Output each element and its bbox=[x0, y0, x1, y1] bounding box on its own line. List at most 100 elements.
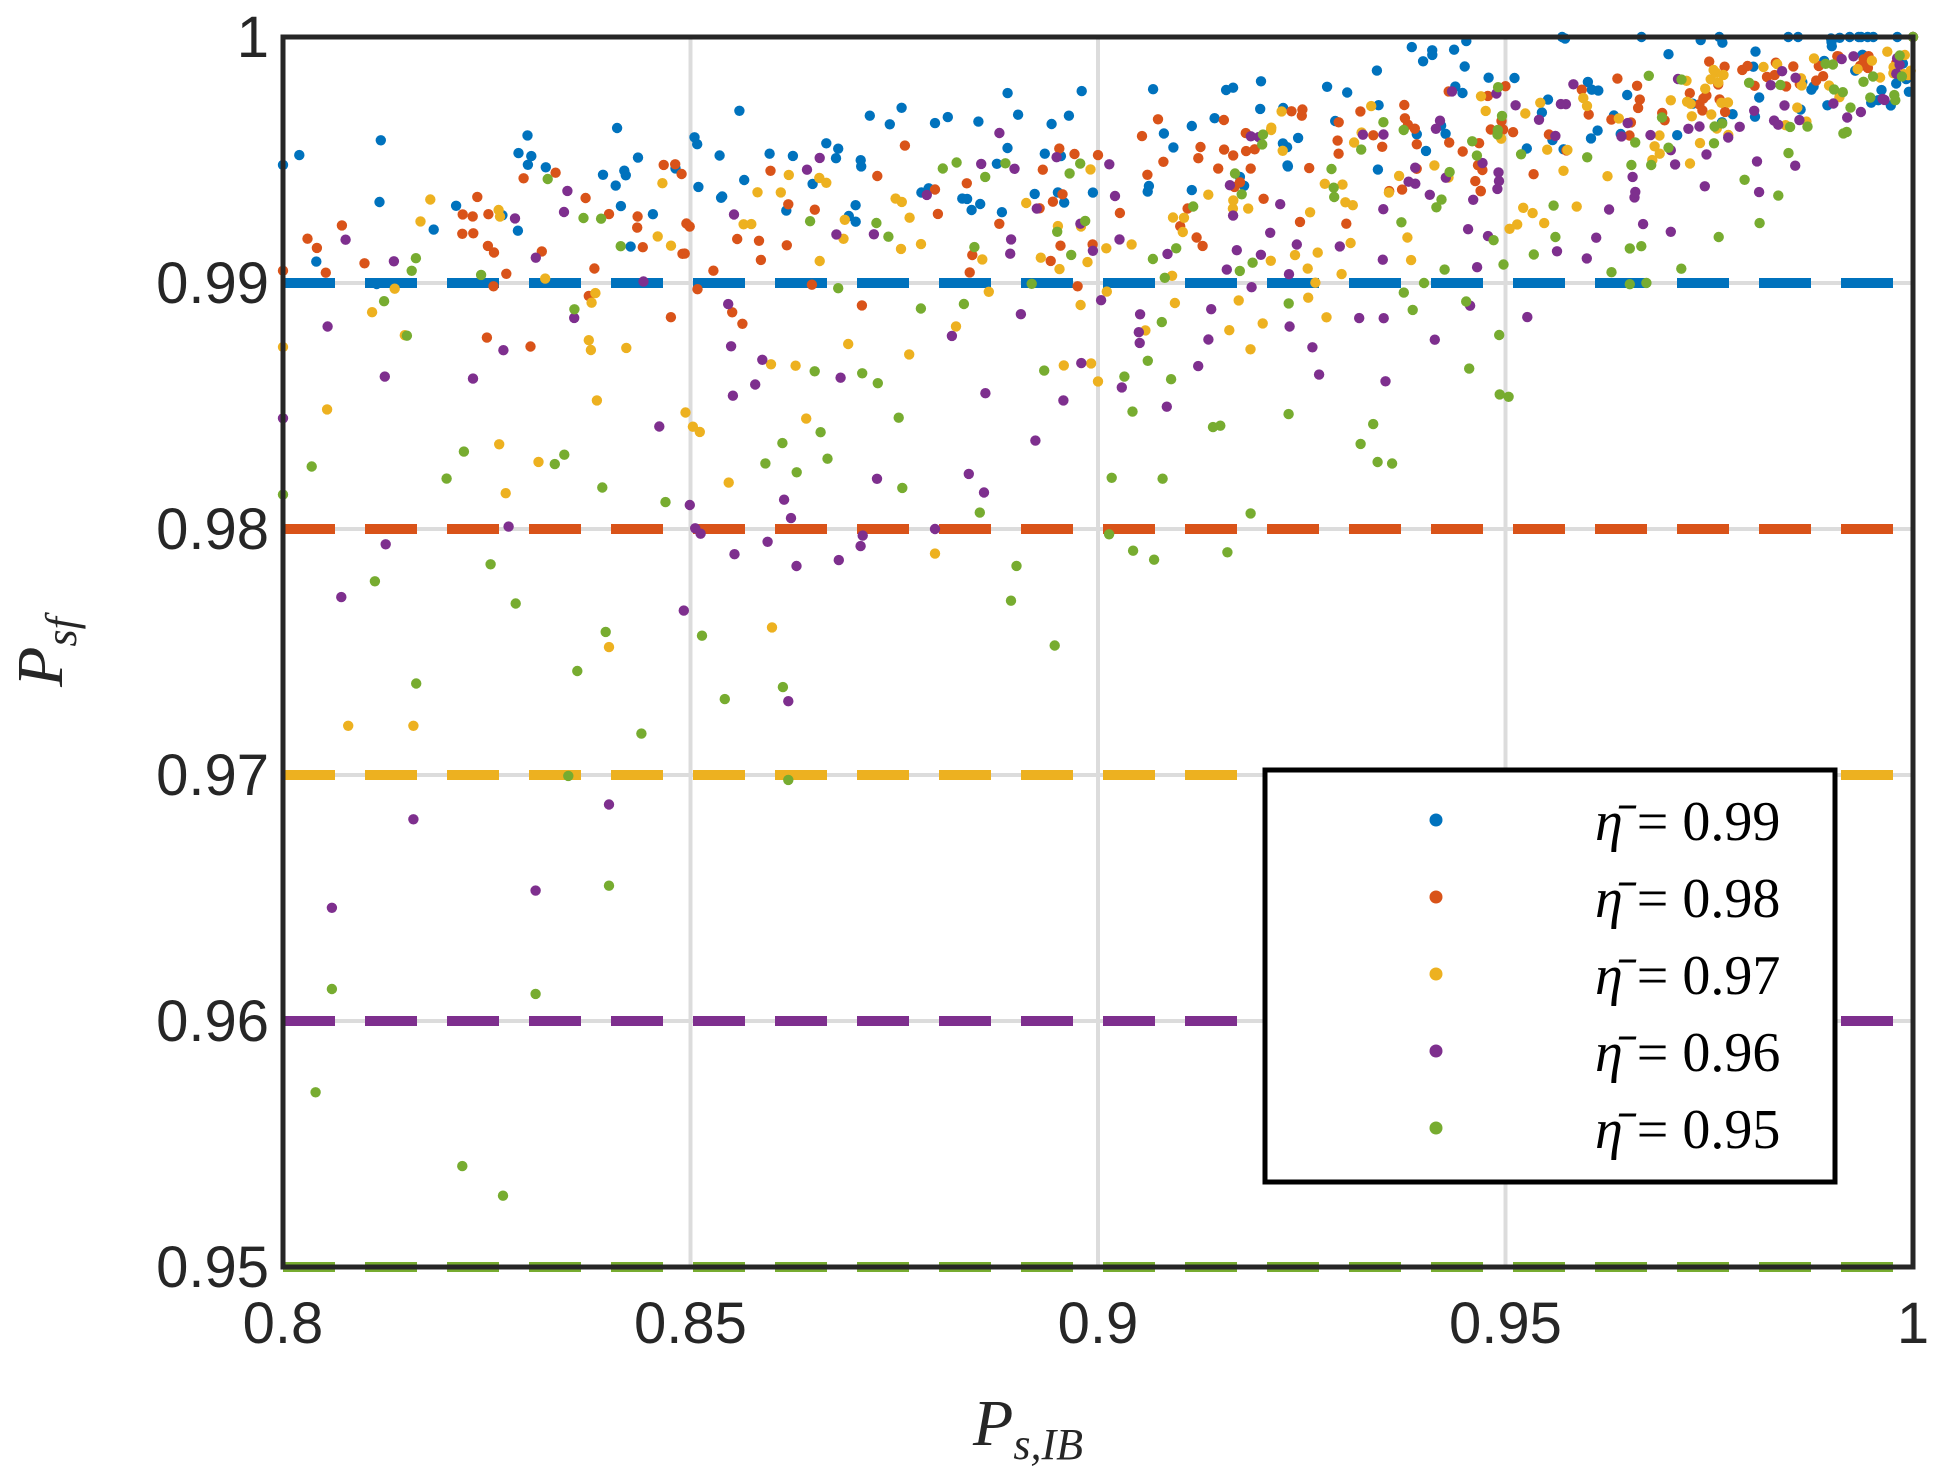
data-point bbox=[1697, 105, 1708, 116]
data-point bbox=[1686, 111, 1698, 122]
data-point bbox=[1109, 190, 1121, 202]
data-point bbox=[1434, 115, 1446, 126]
data-point bbox=[1464, 363, 1475, 374]
legend-value: = 0.97 bbox=[1637, 945, 1781, 1007]
data-point bbox=[1407, 304, 1418, 316]
data-point bbox=[336, 591, 347, 603]
data-point bbox=[1578, 92, 1589, 104]
data-point bbox=[843, 338, 854, 350]
data-point bbox=[415, 216, 426, 227]
data-point bbox=[558, 206, 570, 218]
data-point bbox=[897, 482, 908, 494]
data-point bbox=[1488, 235, 1499, 246]
data-point bbox=[791, 560, 802, 572]
data-point bbox=[1045, 255, 1056, 267]
data-point bbox=[1790, 160, 1801, 171]
data-point bbox=[1328, 182, 1339, 193]
data-point bbox=[498, 345, 509, 356]
data-point bbox=[1229, 168, 1241, 179]
data-point bbox=[1313, 369, 1325, 380]
data-point bbox=[714, 150, 725, 161]
data-point bbox=[488, 247, 500, 258]
data-point bbox=[1095, 295, 1107, 306]
data-point bbox=[1750, 46, 1761, 57]
data-point bbox=[719, 693, 730, 705]
data-point bbox=[1858, 76, 1869, 88]
data-point bbox=[728, 209, 740, 220]
data-point bbox=[734, 105, 745, 117]
data-point bbox=[1231, 245, 1243, 256]
data-point bbox=[681, 218, 692, 229]
data-point bbox=[708, 265, 719, 276]
data-point bbox=[1522, 311, 1533, 323]
data-point bbox=[1012, 109, 1024, 120]
data-point bbox=[1114, 207, 1126, 219]
data-point bbox=[1427, 45, 1438, 56]
data-point bbox=[1624, 279, 1636, 290]
data-point bbox=[1877, 93, 1888, 105]
data-point bbox=[1249, 144, 1260, 155]
data-point bbox=[783, 199, 794, 210]
legend-marker-0.99 bbox=[1429, 813, 1443, 827]
data-point bbox=[871, 217, 882, 229]
data-point bbox=[343, 720, 354, 731]
data-point bbox=[729, 549, 740, 560]
data-point bbox=[660, 496, 671, 508]
data-point bbox=[1631, 80, 1643, 92]
data-point bbox=[883, 231, 894, 242]
data-point bbox=[783, 169, 794, 181]
data-point bbox=[1240, 145, 1252, 157]
data-point bbox=[1157, 473, 1168, 484]
data-point bbox=[1039, 148, 1051, 159]
data-point bbox=[1236, 189, 1247, 200]
data-point bbox=[1418, 277, 1430, 289]
data-point bbox=[1046, 118, 1057, 130]
data-point bbox=[526, 150, 537, 162]
data-point bbox=[1257, 318, 1268, 329]
data-point bbox=[1292, 132, 1304, 144]
data-point bbox=[680, 407, 691, 418]
data-point bbox=[311, 242, 323, 254]
data-point bbox=[1654, 148, 1665, 159]
data-point bbox=[371, 278, 382, 290]
data-point bbox=[1751, 156, 1763, 167]
data-point bbox=[806, 279, 818, 290]
legend-box bbox=[1262, 767, 1838, 1185]
data-point bbox=[1126, 239, 1137, 250]
data-point bbox=[1533, 114, 1545, 126]
data-point bbox=[1683, 123, 1694, 134]
data-point bbox=[1709, 121, 1720, 132]
data-point bbox=[1116, 382, 1128, 393]
data-point bbox=[1461, 296, 1472, 307]
data-point bbox=[1303, 292, 1314, 303]
data-point bbox=[569, 312, 580, 324]
data-point bbox=[1842, 112, 1853, 123]
data-point bbox=[1457, 146, 1468, 157]
data-point bbox=[336, 220, 348, 231]
data-point bbox=[755, 254, 767, 266]
data-point bbox=[1444, 166, 1455, 178]
data-point bbox=[1277, 138, 1289, 149]
data-point bbox=[980, 388, 991, 399]
data-point bbox=[732, 233, 743, 245]
data-point bbox=[1209, 113, 1220, 124]
data-point bbox=[937, 163, 948, 174]
data-point bbox=[1865, 92, 1876, 103]
data-point bbox=[1178, 212, 1190, 223]
data-point bbox=[921, 189, 932, 201]
data-point bbox=[1368, 130, 1379, 141]
y-tick-label: 1 bbox=[237, 5, 269, 70]
data-point bbox=[839, 214, 850, 225]
data-point bbox=[1386, 458, 1398, 469]
data-point bbox=[1632, 102, 1644, 114]
data-point bbox=[1342, 87, 1353, 98]
data-point bbox=[822, 453, 833, 464]
data-point bbox=[457, 209, 468, 220]
data-point bbox=[1336, 268, 1347, 280]
data-point bbox=[359, 258, 370, 269]
data-point bbox=[1396, 184, 1408, 195]
data-point bbox=[1332, 135, 1343, 146]
data-point bbox=[1136, 130, 1148, 142]
data-point bbox=[625, 241, 636, 252]
data-point bbox=[957, 193, 968, 204]
